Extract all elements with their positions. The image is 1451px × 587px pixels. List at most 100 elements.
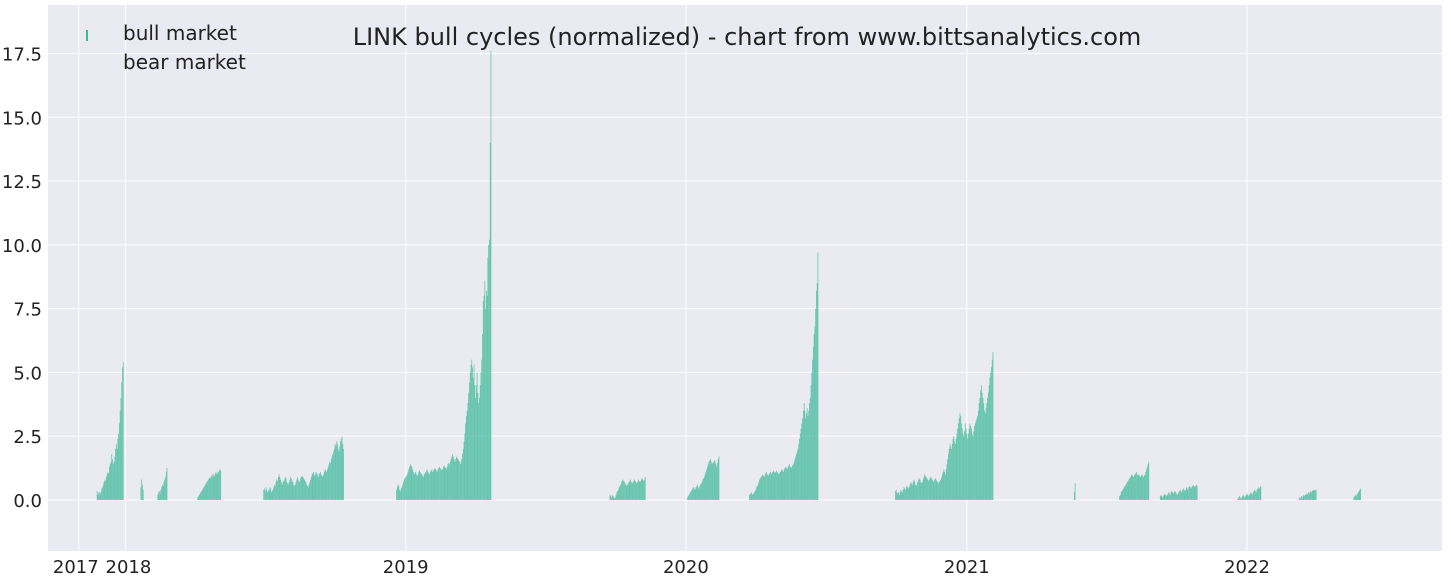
bull-bar xyxy=(977,410,979,500)
bull-bar xyxy=(472,377,474,500)
bull-bar xyxy=(99,494,101,500)
bull-bar xyxy=(976,418,978,500)
bull-bar xyxy=(1250,492,1252,500)
bull-bar xyxy=(640,480,642,500)
bull-bar xyxy=(953,436,955,500)
bull-bar xyxy=(1181,492,1183,500)
bull-bar xyxy=(317,477,319,500)
bull-bar xyxy=(763,475,764,500)
bull-bar xyxy=(204,485,206,500)
bull-bar xyxy=(264,491,266,500)
bull-bar xyxy=(642,479,644,500)
legend-bear-label: bear market xyxy=(123,50,246,74)
bull-bar xyxy=(636,483,638,500)
bull-bar xyxy=(280,479,282,500)
bull-bar xyxy=(688,494,690,500)
bull-bar xyxy=(795,456,797,500)
bull-bar xyxy=(1143,475,1145,500)
bull-bar xyxy=(614,498,615,500)
bull-bar xyxy=(619,485,621,500)
bull-bar xyxy=(456,457,458,500)
bull-bar xyxy=(1130,475,1132,500)
bull-bar xyxy=(697,484,698,500)
bull-bar xyxy=(281,484,283,500)
bull-bar xyxy=(402,484,404,500)
bull-bar xyxy=(1252,492,1254,500)
bull-bar xyxy=(775,471,777,500)
bull-bar xyxy=(318,474,320,500)
bull-bar xyxy=(958,423,959,500)
bull-bar xyxy=(340,441,341,500)
bull-bar xyxy=(1139,475,1140,500)
bull-bar xyxy=(713,460,715,500)
bull-bar xyxy=(323,474,324,500)
bull-bar xyxy=(343,448,344,500)
bull-bar xyxy=(785,466,787,500)
bull-bar xyxy=(454,461,456,500)
bull-bar xyxy=(752,494,754,500)
bull-bar xyxy=(965,428,967,500)
bull-bar xyxy=(198,496,199,500)
bull-bar xyxy=(716,466,718,500)
bull-bar xyxy=(923,477,925,500)
bull-bar xyxy=(1255,492,1257,500)
bull-bar xyxy=(700,484,701,500)
bull-bar xyxy=(1258,488,1260,500)
bull-bar xyxy=(754,491,756,500)
y-tick-label: 7.5 xyxy=(13,300,42,321)
bull-bar xyxy=(616,492,618,500)
bull-bar xyxy=(1146,466,1148,500)
bull-bar xyxy=(327,466,329,500)
bull-bar xyxy=(766,471,767,500)
bull-bar xyxy=(471,359,473,500)
bull-bar xyxy=(435,469,437,500)
bull-bar xyxy=(757,484,759,500)
bull-bar xyxy=(986,403,988,500)
bull-bar xyxy=(806,413,807,500)
bull-bar xyxy=(112,464,114,500)
bull-bar xyxy=(612,496,614,500)
bull-bar xyxy=(220,470,222,500)
bull-bar xyxy=(1305,493,1307,500)
bull-bar xyxy=(898,494,900,500)
bull-bar xyxy=(794,459,796,500)
bull-bar xyxy=(428,473,430,500)
bull-bar xyxy=(703,478,704,500)
bull-bar xyxy=(939,480,941,500)
bull-bar xyxy=(452,456,454,500)
bull-bar xyxy=(971,433,973,500)
bull-bar xyxy=(613,497,615,500)
bull-bar xyxy=(109,466,110,500)
bull-bar xyxy=(316,473,318,500)
bull-bar xyxy=(1173,492,1175,500)
bull-bar xyxy=(634,479,635,500)
bull-bar xyxy=(948,454,949,500)
bull-bar xyxy=(1254,489,1256,500)
bull-bar xyxy=(1125,484,1127,500)
bull-bar xyxy=(408,469,410,500)
bull-bar xyxy=(218,470,220,500)
bull-bar xyxy=(903,487,905,500)
bull-bar xyxy=(400,488,402,500)
bull-bar xyxy=(792,465,794,500)
bull-bar xyxy=(314,475,316,500)
bull-bar xyxy=(767,475,769,500)
bull-bar xyxy=(942,471,944,500)
bull-bar xyxy=(782,470,784,500)
bull-bar xyxy=(484,280,486,500)
bull-bar xyxy=(690,491,692,500)
bull-bar xyxy=(1311,492,1312,500)
bull-bar xyxy=(1136,474,1138,500)
bull-bar xyxy=(264,488,265,500)
bull-bar xyxy=(212,477,214,500)
bull-bar xyxy=(204,484,206,500)
bull-bar xyxy=(631,482,632,500)
bull-bar xyxy=(327,469,328,500)
bull-bar xyxy=(779,473,780,500)
bull-bar xyxy=(908,488,909,500)
bull-bar xyxy=(1171,491,1173,500)
bull-bar xyxy=(959,413,961,500)
bull-bar xyxy=(700,483,702,500)
bull-bar xyxy=(416,475,418,500)
bull-bar xyxy=(707,464,709,500)
